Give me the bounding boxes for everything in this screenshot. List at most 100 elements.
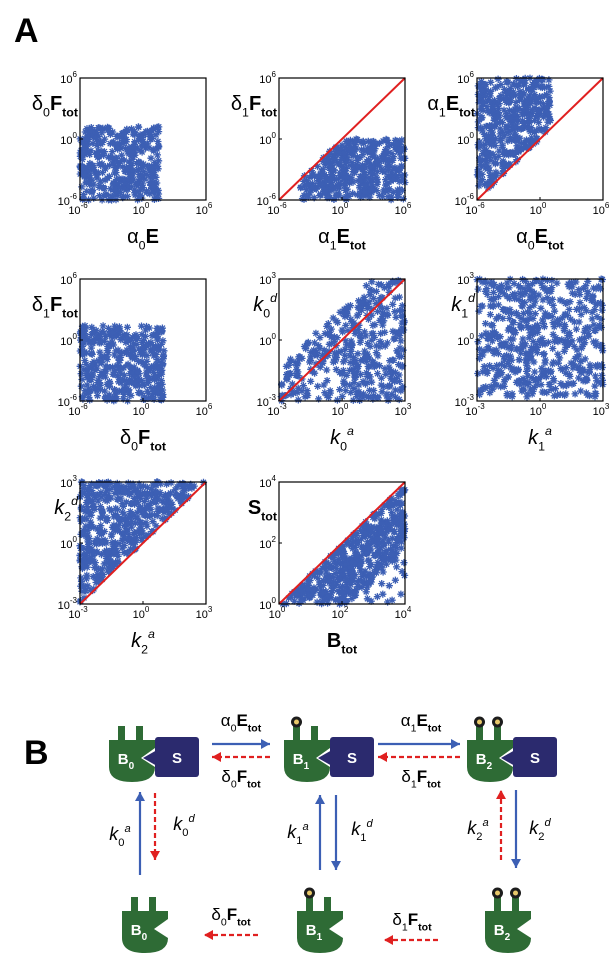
- data-point: [391, 294, 399, 302]
- data-point: [148, 393, 156, 401]
- data-point: [127, 517, 136, 525]
- protein-site: [118, 726, 125, 741]
- data-point: [294, 384, 302, 392]
- data-point: [492, 330, 500, 338]
- data-point: [128, 523, 136, 531]
- data-point: [524, 390, 532, 398]
- data-point: [128, 143, 136, 151]
- data-point: [347, 162, 355, 170]
- data-point: [338, 370, 346, 378]
- x-tick-label: 103: [395, 402, 412, 418]
- data-point: [362, 530, 370, 538]
- data-point: [591, 372, 599, 380]
- data-point: [362, 332, 370, 340]
- data-point: [531, 323, 539, 331]
- data-point: [346, 563, 354, 572]
- data-point: [378, 165, 386, 173]
- data-point: [80, 582, 88, 590]
- data-point: [489, 364, 497, 372]
- data-point: [487, 333, 495, 341]
- data-point: [363, 595, 371, 603]
- data-point: [338, 392, 346, 401]
- data-point: [595, 282, 603, 290]
- data-point: [137, 322, 146, 330]
- data-point: [398, 568, 406, 576]
- y-tick-label: 100: [457, 131, 474, 147]
- data-point: [382, 549, 390, 557]
- data-point: [92, 536, 100, 544]
- data-point: [381, 168, 389, 176]
- data-point: [184, 493, 193, 501]
- arrow-head: [331, 861, 341, 870]
- data-point: [388, 150, 396, 158]
- data-point: [106, 486, 114, 494]
- data-point: [153, 356, 161, 364]
- arrow-head: [451, 739, 460, 749]
- data-point: [532, 127, 540, 135]
- data-point: [510, 130, 519, 138]
- data-point: [106, 161, 114, 170]
- data-point: [287, 593, 295, 601]
- data-point: [583, 324, 591, 332]
- data-point: [168, 509, 176, 517]
- data-point: [519, 107, 527, 115]
- rate-label: k1a: [287, 821, 308, 847]
- data-point: [97, 368, 105, 376]
- data-point: [82, 360, 90, 368]
- data-point: [340, 592, 348, 600]
- data-point: [83, 349, 91, 357]
- data-point: [530, 383, 538, 392]
- data-point: [89, 382, 98, 390]
- data-point: [336, 547, 344, 555]
- x-tick-label: 100: [530, 402, 547, 418]
- data-point: [326, 328, 334, 336]
- phosphate-core: [495, 890, 500, 896]
- data-point: [481, 287, 489, 295]
- data-point: [518, 302, 526, 310]
- data-point: [365, 580, 373, 588]
- data-point: [351, 145, 359, 154]
- data-point: [483, 290, 491, 298]
- data-point: [519, 309, 528, 318]
- data-point: [116, 527, 124, 536]
- data-point: [377, 544, 385, 552]
- data-point: [525, 126, 533, 134]
- data-point: [541, 83, 549, 91]
- data-point: [487, 156, 495, 164]
- data-point: [398, 186, 406, 194]
- data-point: [123, 192, 132, 201]
- data-point: [493, 113, 502, 121]
- data-point: [497, 136, 505, 144]
- data-point: [383, 390, 391, 398]
- phosphate-core: [307, 890, 312, 896]
- data-point: [118, 333, 126, 342]
- data-point: [336, 169, 344, 177]
- data-point: [321, 181, 329, 189]
- y-tick-label: 100: [259, 332, 276, 348]
- data-point: [101, 337, 109, 345]
- x-tick-label: 100: [133, 402, 150, 418]
- data-point: [398, 363, 406, 371]
- data-point: [520, 284, 528, 292]
- data-point: [517, 314, 525, 322]
- data-point: [300, 342, 309, 351]
- data-point: [320, 563, 329, 571]
- data-point: [144, 379, 152, 387]
- data-point: [370, 137, 378, 146]
- data-point: [331, 570, 339, 578]
- data-point: [96, 177, 104, 185]
- data-point: [340, 182, 348, 190]
- data-point: [558, 336, 566, 344]
- data-point: [341, 351, 349, 359]
- data-point: [136, 504, 144, 512]
- data-point: [104, 153, 113, 161]
- data-point: [142, 326, 150, 334]
- arrow-b1-to-b2: [378, 739, 460, 749]
- data-point: [523, 122, 531, 130]
- data-point: [515, 377, 523, 385]
- data-point: [100, 192, 108, 200]
- data-point: [385, 381, 394, 389]
- data-point: [316, 363, 324, 371]
- identity-line: [278, 77, 406, 201]
- data-point: [99, 138, 107, 146]
